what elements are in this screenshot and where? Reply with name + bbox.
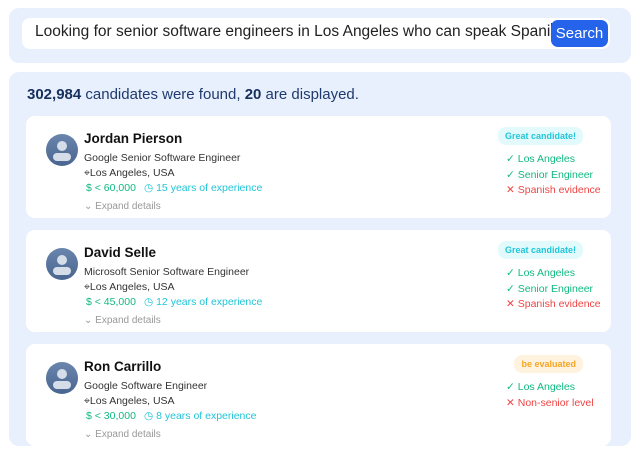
criteria-list: ✓ Los Angeles ✓ Senior Engineer ✕ Spanish … [506, 266, 601, 313]
expand-details-button[interactable]: ⌄ Expand details [84, 201, 161, 212]
search-panel: Search [9, 8, 631, 63]
candidate-card[interactable]: Ron Carrillo Google Software Engineer ⌖L… [26, 344, 611, 446]
candidate-title: Google Software Engineer [84, 380, 208, 392]
chevron-down-icon: ⌄ [84, 315, 93, 326]
salary: $ < 45,000 [86, 296, 136, 308]
expand-details-button[interactable]: ⌄ Expand details [84, 315, 161, 326]
expand-label: Expand details [95, 201, 161, 212]
clock-icon: ◷ [144, 296, 154, 308]
candidate-location: ⌖Los Angeles, USA [84, 395, 175, 408]
expand-label: Expand details [95, 315, 161, 326]
criterion-label: Los Angeles [517, 381, 575, 393]
criterion-item: ✓ Senior Engineer [506, 282, 601, 298]
criterion-label: Spanish evidence [517, 184, 601, 196]
location-text: Los Angeles, USA [89, 167, 175, 179]
displayed-count: 20 [244, 86, 262, 103]
experience-text: 12 years of experience [156, 296, 263, 308]
search-button[interactable]: Search [551, 20, 608, 47]
candidate-name[interactable]: Ron Carrillo [84, 359, 162, 374]
avatar [46, 248, 78, 280]
criterion-label: Los Angeles [517, 267, 575, 279]
clock-icon: ◷ [144, 410, 154, 422]
criterion-label: Spanish evidence [517, 298, 601, 310]
status-badge: be evaluated [514, 355, 583, 373]
avatar [46, 134, 78, 166]
search-input[interactable] [35, 23, 552, 41]
results-summary: 302,984 candidates were found, 20 are di… [27, 86, 359, 103]
criterion-item: ✓ Los Angeles [506, 266, 601, 282]
check-icon: ✓ [506, 153, 515, 165]
location-pin-icon: ⌖ [84, 281, 90, 293]
chevron-down-icon: ⌄ [84, 201, 93, 212]
candidate-name[interactable]: Jordan Pierson [84, 131, 183, 146]
location-pin-icon: ⌖ [84, 167, 90, 179]
criteria-list: ✓ Los Angeles ✕ Non-senior level [506, 380, 594, 411]
criterion-item: ✓ Los Angeles [506, 380, 594, 396]
salary: $ < 60,000 [86, 182, 136, 194]
status-badge: Great candidate! [497, 241, 583, 259]
cross-icon: ✕ [506, 298, 515, 310]
experience: ◷ 12 years of experience [144, 296, 262, 308]
criterion-label: Senior Engineer [517, 282, 594, 295]
summary-text: candidates were found, [81, 86, 245, 103]
found-count: 302,984 [27, 86, 82, 103]
search-box: Search [22, 18, 610, 49]
candidate-name[interactable]: David Selle [84, 245, 157, 260]
candidate-title: Google Senior Software Engineer [84, 152, 241, 164]
location-pin-icon: ⌖ [84, 395, 90, 407]
cross-icon: ✕ [506, 396, 515, 409]
criteria-list: ✓ Los Angeles ✓ Senior Engineer ✕ Spanish … [506, 152, 601, 199]
criterion-label: Non-senior level [517, 396, 594, 409]
candidate-location: ⌖Los Angeles, USA [84, 281, 175, 294]
expand-label: Expand details [95, 429, 161, 440]
summary-text: are displayed. [261, 86, 359, 103]
criterion-item: ✕ Spanish evidence [506, 183, 601, 199]
criterion-label: Los Angeles [517, 153, 575, 165]
candidate-title: Microsoft Senior Software Engineer [84, 266, 250, 278]
expand-details-button[interactable]: ⌄ Expand details [84, 429, 161, 440]
results-panel: 302,984 candidates were found, 20 are di… [9, 72, 631, 446]
cross-icon: ✕ [506, 184, 515, 196]
location-text: Los Angeles, USA [89, 281, 175, 293]
status-badge: Great candidate! [497, 127, 583, 145]
location-text: Los Angeles, USA [89, 395, 175, 407]
salary: $ < 30,000 [86, 410, 136, 422]
check-icon: ✓ [506, 267, 515, 279]
experience-text: 15 years of experience [156, 182, 263, 194]
criterion-item: ✓ Los Angeles [506, 152, 601, 168]
criterion-item: ✕ Non-senior level [506, 396, 594, 412]
check-icon: ✓ [506, 282, 515, 295]
clock-icon: ◷ [144, 182, 154, 194]
candidate-location: ⌖Los Angeles, USA [84, 167, 175, 180]
criterion-item: ✓ Senior Engineer [506, 168, 601, 184]
candidate-card[interactable]: Jordan Pierson Google Senior Software En… [26, 116, 611, 218]
criterion-item: ✕ Spanish evidence [506, 297, 601, 313]
candidate-card[interactable]: David Selle Microsoft Senior Software En… [26, 230, 611, 332]
avatar [46, 362, 78, 394]
experience: ◷ 8 years of experience [144, 410, 257, 422]
check-icon: ✓ [506, 381, 515, 393]
experience-text: 8 years of experience [156, 410, 257, 422]
experience: ◷ 15 years of experience [144, 182, 262, 194]
chevron-down-icon: ⌄ [84, 429, 93, 440]
criterion-label: Senior Engineer [517, 168, 594, 181]
check-icon: ✓ [506, 168, 515, 181]
